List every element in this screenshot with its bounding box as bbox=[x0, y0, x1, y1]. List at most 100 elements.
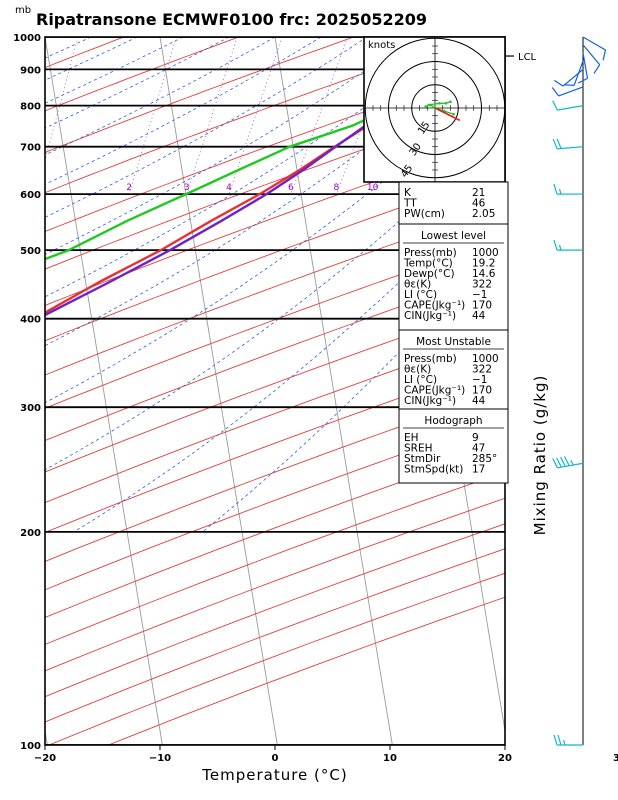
hodograph-ring bbox=[364, 37, 506, 179]
barb-flag bbox=[577, 77, 588, 84]
index-label: TT bbox=[403, 198, 417, 210]
hodograph-point bbox=[452, 112, 455, 116]
barb-flag bbox=[557, 734, 562, 746]
barb-flag bbox=[563, 456, 570, 466]
hodograph-unit-label: knots bbox=[368, 40, 395, 51]
index-label: K bbox=[404, 187, 412, 199]
index-value: −1 bbox=[472, 289, 487, 301]
indices-panel: K 21 TT 46 PW(cm) 2.05 Lowest level Press(mb) 10… bbox=[398, 181, 509, 484]
barb-flag bbox=[558, 244, 562, 251]
pressure-tick-label: 300 bbox=[20, 403, 41, 414]
index-value: 44 bbox=[472, 395, 486, 407]
index-label: StmSpd(kt) bbox=[404, 464, 463, 476]
storm-motion-vector bbox=[434, 107, 461, 122]
index-value: 46 bbox=[472, 198, 486, 210]
temperature-tick-label: 10 bbox=[383, 753, 397, 764]
pressure-tick-label: 900 bbox=[20, 65, 41, 76]
barb-flag bbox=[553, 183, 558, 195]
wind-barb bbox=[553, 734, 583, 746]
dry-adiabat bbox=[45, 331, 505, 504]
index-label: θε(K) bbox=[404, 279, 431, 291]
hodograph-ring bbox=[411, 84, 459, 132]
index-label: CAPE(Jkg⁻¹) bbox=[404, 300, 465, 312]
barb-flag bbox=[552, 458, 558, 469]
barb-flag bbox=[552, 100, 558, 111]
wind-barb bbox=[552, 138, 584, 150]
index-value: −1 bbox=[472, 374, 487, 386]
barb-flag bbox=[560, 456, 566, 467]
axes: 3035401000900800700600500400300200100−40… bbox=[13, 33, 618, 764]
index-value: 322 bbox=[472, 364, 492, 376]
barb-flag bbox=[553, 734, 558, 746]
pressure-tick-label: 200 bbox=[20, 528, 41, 539]
index-value: 14.6 bbox=[472, 268, 496, 280]
index-value: 170 bbox=[472, 385, 492, 397]
section-header: Lowest level bbox=[421, 230, 486, 242]
pressure-tick-label: 500 bbox=[20, 246, 41, 257]
mixing-ratio-label: 4 bbox=[226, 183, 232, 193]
moist-adiabat bbox=[45, 37, 276, 156]
index-value: 47 bbox=[472, 443, 485, 455]
barb-flag bbox=[570, 460, 574, 466]
hodograph-ring bbox=[388, 61, 482, 155]
index-label: CIN(Jkg⁻¹) bbox=[404, 395, 456, 407]
pressure-tick-label: 800 bbox=[20, 102, 41, 113]
index-value: 17 bbox=[472, 464, 485, 476]
mixing-ratio-label: 10 bbox=[367, 183, 379, 193]
wind-barb bbox=[582, 36, 607, 61]
mixing-ratio-line bbox=[128, 37, 177, 195]
index-label: CIN(Jkg⁻¹) bbox=[404, 310, 456, 322]
mixing-ratio-label: 8 bbox=[334, 183, 340, 193]
wind-barb bbox=[551, 86, 584, 97]
barb-flag bbox=[593, 64, 601, 74]
barb-flag bbox=[552, 138, 558, 150]
hodograph-point bbox=[444, 102, 448, 105]
index-value: 1000 bbox=[472, 247, 499, 259]
dry-adiabat bbox=[45, 360, 505, 533]
barb-flag bbox=[553, 239, 558, 251]
most-unstable-box bbox=[398, 329, 509, 410]
barb-shaft bbox=[557, 146, 584, 150]
wind-barbs bbox=[551, 36, 607, 746]
chart-title: Ripatransone ECMWF0100 frc: 2025052209 bbox=[36, 10, 427, 29]
index-value: 1000 bbox=[472, 353, 499, 365]
mixing-ratio-label: 3 bbox=[184, 183, 190, 193]
temperature-tick-label: −10 bbox=[149, 753, 171, 764]
barb-flag bbox=[562, 739, 566, 746]
index-label: Temp(°C) bbox=[403, 258, 453, 270]
wind-barb bbox=[552, 456, 584, 469]
temperature-tick-label: 20 bbox=[498, 753, 512, 764]
pressure-tick-label: 600 bbox=[20, 190, 41, 201]
barb-flag bbox=[551, 87, 560, 97]
x-axis-label: Temperature (°C) bbox=[201, 766, 347, 784]
lcl-label: LCL bbox=[518, 52, 537, 63]
index-label: CAPE(Jkg⁻¹) bbox=[404, 385, 465, 397]
index-label: EH bbox=[404, 432, 419, 444]
index-value: 170 bbox=[472, 300, 492, 312]
index-label: SREH bbox=[404, 443, 433, 455]
dry-adiabat bbox=[45, 300, 505, 473]
wind-barb bbox=[552, 100, 584, 111]
section-header: Hodograph bbox=[424, 415, 482, 427]
barb-shaft bbox=[557, 105, 584, 111]
barb-shaft bbox=[582, 44, 601, 66]
index-value: 285° bbox=[472, 453, 497, 465]
barb-shaft bbox=[562, 68, 584, 87]
temperature-tick-label: 0 bbox=[272, 753, 279, 764]
index-label: StmDir bbox=[404, 453, 441, 465]
barb-shaft bbox=[582, 52, 589, 79]
wind-barb bbox=[582, 44, 601, 74]
hodograph-point bbox=[449, 100, 452, 104]
index-label: Press(mb) bbox=[404, 247, 457, 259]
index-value: 322 bbox=[472, 279, 492, 291]
temperature-tick-label: 30 bbox=[613, 753, 618, 764]
barb-flag bbox=[554, 79, 564, 87]
index-label: Dewp(°C) bbox=[404, 268, 455, 280]
barb-flag bbox=[558, 188, 562, 195]
section-header: Most Unstable bbox=[416, 336, 491, 348]
dry-adiabat bbox=[45, 136, 505, 306]
temperature-tick-label: −20 bbox=[34, 753, 56, 764]
wind-barb bbox=[577, 52, 589, 84]
